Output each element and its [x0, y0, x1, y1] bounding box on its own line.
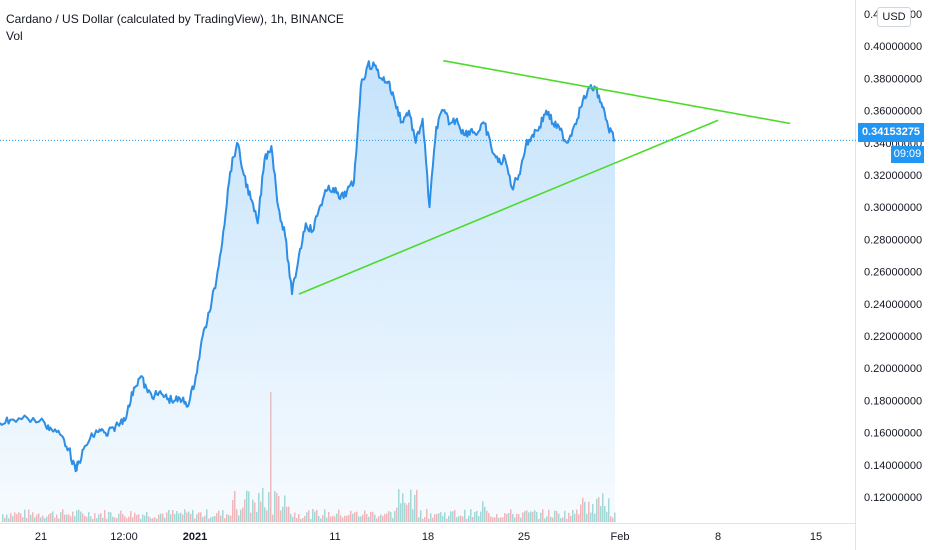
time-tick-label: 18: [422, 531, 434, 543]
time-tick-label: Feb: [611, 531, 630, 543]
upper-trendline[interactable]: [443, 59, 791, 125]
time-tick-label: 11: [329, 531, 340, 543]
price-tick-label: 0.20000000: [864, 363, 922, 375]
symbol-title: Cardano / US Dollar (calculated by Tradi…: [6, 12, 344, 26]
lower-trendline[interactable]: [298, 119, 719, 295]
price-area-fill: [0, 61, 615, 523]
currency-button[interactable]: USD: [877, 7, 911, 27]
time-tick-label: 8: [715, 531, 721, 543]
price-tick-label: 0.32000000: [864, 170, 922, 182]
indicator-label: Vol: [6, 29, 23, 43]
price-tick-label: 0.26000000: [864, 267, 922, 279]
bar-countdown-badge: 09:09: [891, 146, 924, 163]
price-tick-label: 0.16000000: [864, 428, 922, 440]
chart-legend: Cardano / US Dollar (calculated by Tradi…: [6, 13, 344, 43]
price-tick-label: 0.18000000: [864, 395, 922, 407]
price-tick-label: 0.38000000: [864, 73, 922, 85]
price-line: [0, 60, 616, 473]
price-tick-label: 0.40000000: [864, 41, 922, 53]
price-tick-label: 0.12000000: [864, 492, 922, 504]
last-price-badge: 0.34153275: [858, 123, 924, 142]
price-tick-label: 0.24000000: [864, 299, 922, 311]
time-tick-label: 12:00: [110, 531, 138, 543]
price-tick-label: 0.22000000: [864, 331, 922, 343]
time-tick-label: 2021: [183, 531, 207, 543]
time-tick-label: 25: [518, 531, 530, 543]
price-tick-label: 0.30000000: [864, 202, 922, 214]
price-tick-label: 0.28000000: [864, 234, 922, 246]
price-tick-label: 0.14000000: [864, 460, 922, 472]
time-tick-label: 21: [35, 531, 47, 543]
time-tick-label: 15: [810, 531, 822, 543]
price-tick-label: 0.36000000: [864, 106, 922, 118]
